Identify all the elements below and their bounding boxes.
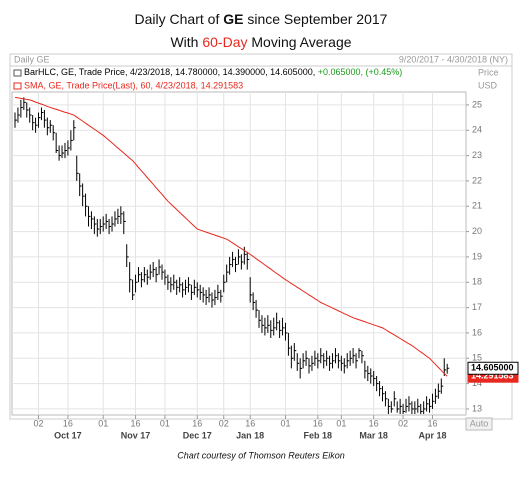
y-tick-label: 14 bbox=[472, 378, 482, 388]
credit: Chart courtesy of Thomson Reuters Eikon bbox=[177, 450, 345, 460]
last-value-marker: 14.605000 bbox=[467, 361, 519, 375]
last-value-label: 14.605000 bbox=[471, 363, 514, 373]
y-tick-label: 21 bbox=[472, 201, 482, 211]
y-tick-label: 13 bbox=[472, 403, 482, 413]
title-part: GE bbox=[223, 11, 243, 27]
x-tick-label: 01 bbox=[336, 418, 346, 428]
x-tick-label: 01 bbox=[98, 418, 108, 428]
x-tick-label: 01 bbox=[160, 418, 170, 428]
month-label: Dec 17 bbox=[183, 430, 212, 440]
month-label: Mar 18 bbox=[359, 430, 388, 440]
y-tick-label: 18 bbox=[472, 277, 482, 287]
auto-label[interactable]: Auto bbox=[470, 418, 489, 428]
y-tick-label: 25 bbox=[472, 99, 482, 109]
legend-text: BarHLC, GE, Trade Price, 4/23/2018, 14.7… bbox=[24, 67, 318, 77]
last-value-box bbox=[467, 361, 519, 375]
x-tick-label: 16 bbox=[245, 418, 255, 428]
month-label: Oct 17 bbox=[54, 430, 82, 440]
auto-button[interactable] bbox=[465, 417, 493, 431]
month-label: Apr 18 bbox=[418, 430, 446, 440]
panel-title: Daily GE bbox=[14, 54, 50, 64]
x-tick-label: 16 bbox=[192, 418, 202, 428]
legend-entry: BarHLC, GE, Trade Price, 4/23/2018, 14.7… bbox=[24, 67, 402, 77]
last-value-label: 14.291583 bbox=[471, 371, 514, 381]
plot-area bbox=[11, 91, 467, 416]
x-tick-label: 02 bbox=[34, 418, 44, 428]
legend-change: +0.065000, (+0.45%) bbox=[318, 67, 403, 77]
y-tick-label: 16 bbox=[472, 327, 482, 337]
month-label: Jan 18 bbox=[236, 430, 264, 440]
axis-unit: USD bbox=[478, 80, 498, 90]
x-tick-label: 02 bbox=[398, 418, 408, 428]
subtitle-part: With bbox=[170, 34, 202, 50]
legend-icon bbox=[13, 69, 22, 77]
y-tick-label: 19 bbox=[472, 251, 482, 261]
x-tick-label: 16 bbox=[63, 418, 73, 428]
y-tick-label: 23 bbox=[472, 150, 482, 160]
month-label: Nov 17 bbox=[121, 430, 151, 440]
y-tick-label: 24 bbox=[472, 125, 482, 135]
legend-icon bbox=[13, 82, 22, 90]
y-tick-label: 17 bbox=[472, 302, 482, 312]
sma-line bbox=[14, 96, 448, 377]
x-tick-label: 16 bbox=[427, 418, 437, 428]
title-part: Daily Chart of bbox=[135, 11, 224, 27]
x-tick-label: 16 bbox=[313, 418, 323, 428]
chart-subtitle: With 60-Day Moving Average bbox=[170, 34, 351, 50]
y-tick-label: 22 bbox=[472, 175, 482, 185]
x-tick-label: 01 bbox=[280, 418, 290, 428]
x-tick-label: 16 bbox=[369, 418, 379, 428]
month-label: Feb 18 bbox=[304, 430, 333, 440]
chart-title: Daily Chart of GE since September 2017 bbox=[135, 11, 388, 27]
panel-frame bbox=[9, 53, 513, 420]
y-tick-label: 20 bbox=[472, 226, 482, 236]
legend-entry: SMA, GE, Trade Price(Last), 60, 4/23/201… bbox=[24, 80, 243, 90]
subtitle-part: 60-Day bbox=[202, 34, 247, 50]
date-range: 9/20/2017 - 4/30/2018 (NY) bbox=[399, 54, 508, 64]
axis-unit: Price bbox=[478, 67, 499, 77]
subtitle-part: Moving Average bbox=[248, 34, 352, 50]
x-tick-label: 16 bbox=[131, 418, 141, 428]
x-tick-label: 02 bbox=[219, 418, 229, 428]
title-part: since September 2017 bbox=[243, 11, 387, 27]
y-tick-label: 15 bbox=[472, 353, 482, 363]
